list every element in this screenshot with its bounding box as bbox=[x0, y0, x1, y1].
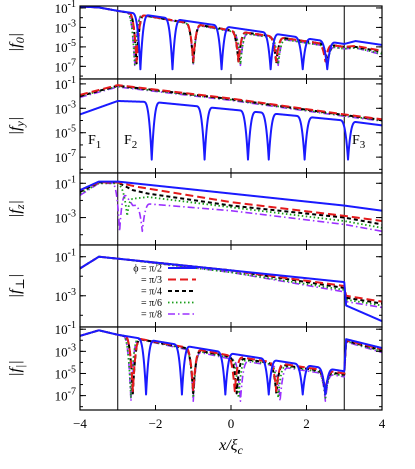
series-group bbox=[80, 255, 382, 323]
series-group bbox=[80, 6, 382, 71]
x-tick-label: −4 bbox=[73, 416, 87, 431]
series-line--4 bbox=[80, 329, 382, 395]
y-tick-label: 10-1 bbox=[55, 0, 76, 16]
y-tick-label: 10-5 bbox=[55, 38, 76, 55]
series-line--3 bbox=[80, 6, 382, 63]
series-line--6 bbox=[80, 182, 382, 229]
series-line--2 bbox=[80, 180, 382, 212]
x-tick-label: 0 bbox=[228, 416, 235, 431]
legend-label: = π/3 bbox=[141, 275, 162, 286]
panel-3: 10-1 10-3 |f⊥| ϕ = π/2= π/3= π/4= π/6= π/8 bbox=[7, 244, 383, 328]
panel-background bbox=[80, 173, 382, 245]
panel-2: 10-1 10-3 |fz| bbox=[7, 172, 383, 246]
series-line--2 bbox=[80, 99, 382, 161]
y-axis-label: |f|| bbox=[7, 360, 27, 377]
y-axis-label: |f0| bbox=[7, 33, 27, 52]
series-line--8 bbox=[80, 182, 382, 233]
panel-background bbox=[80, 245, 382, 327]
y-tick-label: 10-1 bbox=[55, 174, 76, 191]
y-tick-label: 10-3 bbox=[55, 287, 76, 304]
y-tick-label: 10-1 bbox=[55, 248, 76, 265]
legend-label: = π/4 bbox=[141, 287, 162, 298]
legend: ϕ = π/2= π/3= π/4= π/6= π/8 bbox=[133, 264, 196, 321]
series-group bbox=[80, 180, 382, 233]
legend-label: = π/8 bbox=[141, 310, 162, 321]
series-line--3 bbox=[80, 84, 382, 121]
panel-1: 10-1 10-3 10-5 10-7 |fy| F1 F2 F3 bbox=[7, 75, 383, 174]
y-tick-label: 10-3 bbox=[55, 342, 76, 359]
x-tick-label: 4 bbox=[379, 416, 386, 431]
series-line--2 bbox=[80, 255, 382, 323]
legend-label: ϕ = π/2 bbox=[133, 264, 162, 275]
series-line--6 bbox=[80, 85, 382, 122]
y-tick-label: 10-7 bbox=[55, 387, 76, 404]
series-line--2 bbox=[80, 329, 382, 396]
y-tick-label: 10-1 bbox=[55, 320, 76, 337]
series-line--4 bbox=[80, 181, 382, 226]
series-group bbox=[80, 84, 382, 161]
series-line--3 bbox=[80, 181, 382, 222]
series-group bbox=[80, 329, 382, 402]
x-tick-label: 2 bbox=[303, 416, 310, 431]
x-axis: −4 −2 0 2 4 x/ξc bbox=[73, 416, 386, 457]
panel-background bbox=[80, 79, 382, 173]
panel-4: 10-1 10-3 10-5 10-7 |f|| bbox=[7, 320, 383, 411]
y-axis-label: |fy| bbox=[7, 117, 27, 136]
series-line--8 bbox=[80, 329, 382, 402]
x-axis-label: x/ξc bbox=[218, 437, 243, 457]
series-line--3 bbox=[80, 329, 382, 393]
region-label-F3: F3 bbox=[352, 133, 366, 151]
y-tick-label: 10-3 bbox=[55, 99, 76, 116]
series-line--2 bbox=[80, 6, 382, 71]
region-label-F2: F2 bbox=[124, 133, 137, 151]
legend-label: = π/6 bbox=[141, 298, 162, 309]
panels-layer: 10-1 10-3 10-5 10-7 |f0| 10-1 10-3 10-5 10-7 |fy|… bbox=[7, 0, 383, 411]
series-line--6 bbox=[80, 255, 382, 307]
panel-0: 10-1 10-3 10-5 10-7 |f0| bbox=[7, 0, 383, 80]
y-tick-label: 10-5 bbox=[55, 364, 76, 381]
y-tick-label: 10-5 bbox=[55, 124, 76, 141]
y-axis-label: |f⊥| bbox=[7, 274, 27, 299]
y-tick-label: 10-3 bbox=[55, 209, 76, 226]
y-tick-label: 10-7 bbox=[55, 148, 76, 165]
y-tick-label: 10-3 bbox=[55, 18, 76, 35]
region-label-F1: F1 bbox=[88, 133, 101, 151]
y-axis-label: |fz| bbox=[7, 200, 27, 218]
y-tick-label: 10-1 bbox=[55, 75, 76, 92]
x-tick-label: −2 bbox=[149, 416, 163, 431]
y-tick-label: 10-7 bbox=[55, 57, 76, 74]
